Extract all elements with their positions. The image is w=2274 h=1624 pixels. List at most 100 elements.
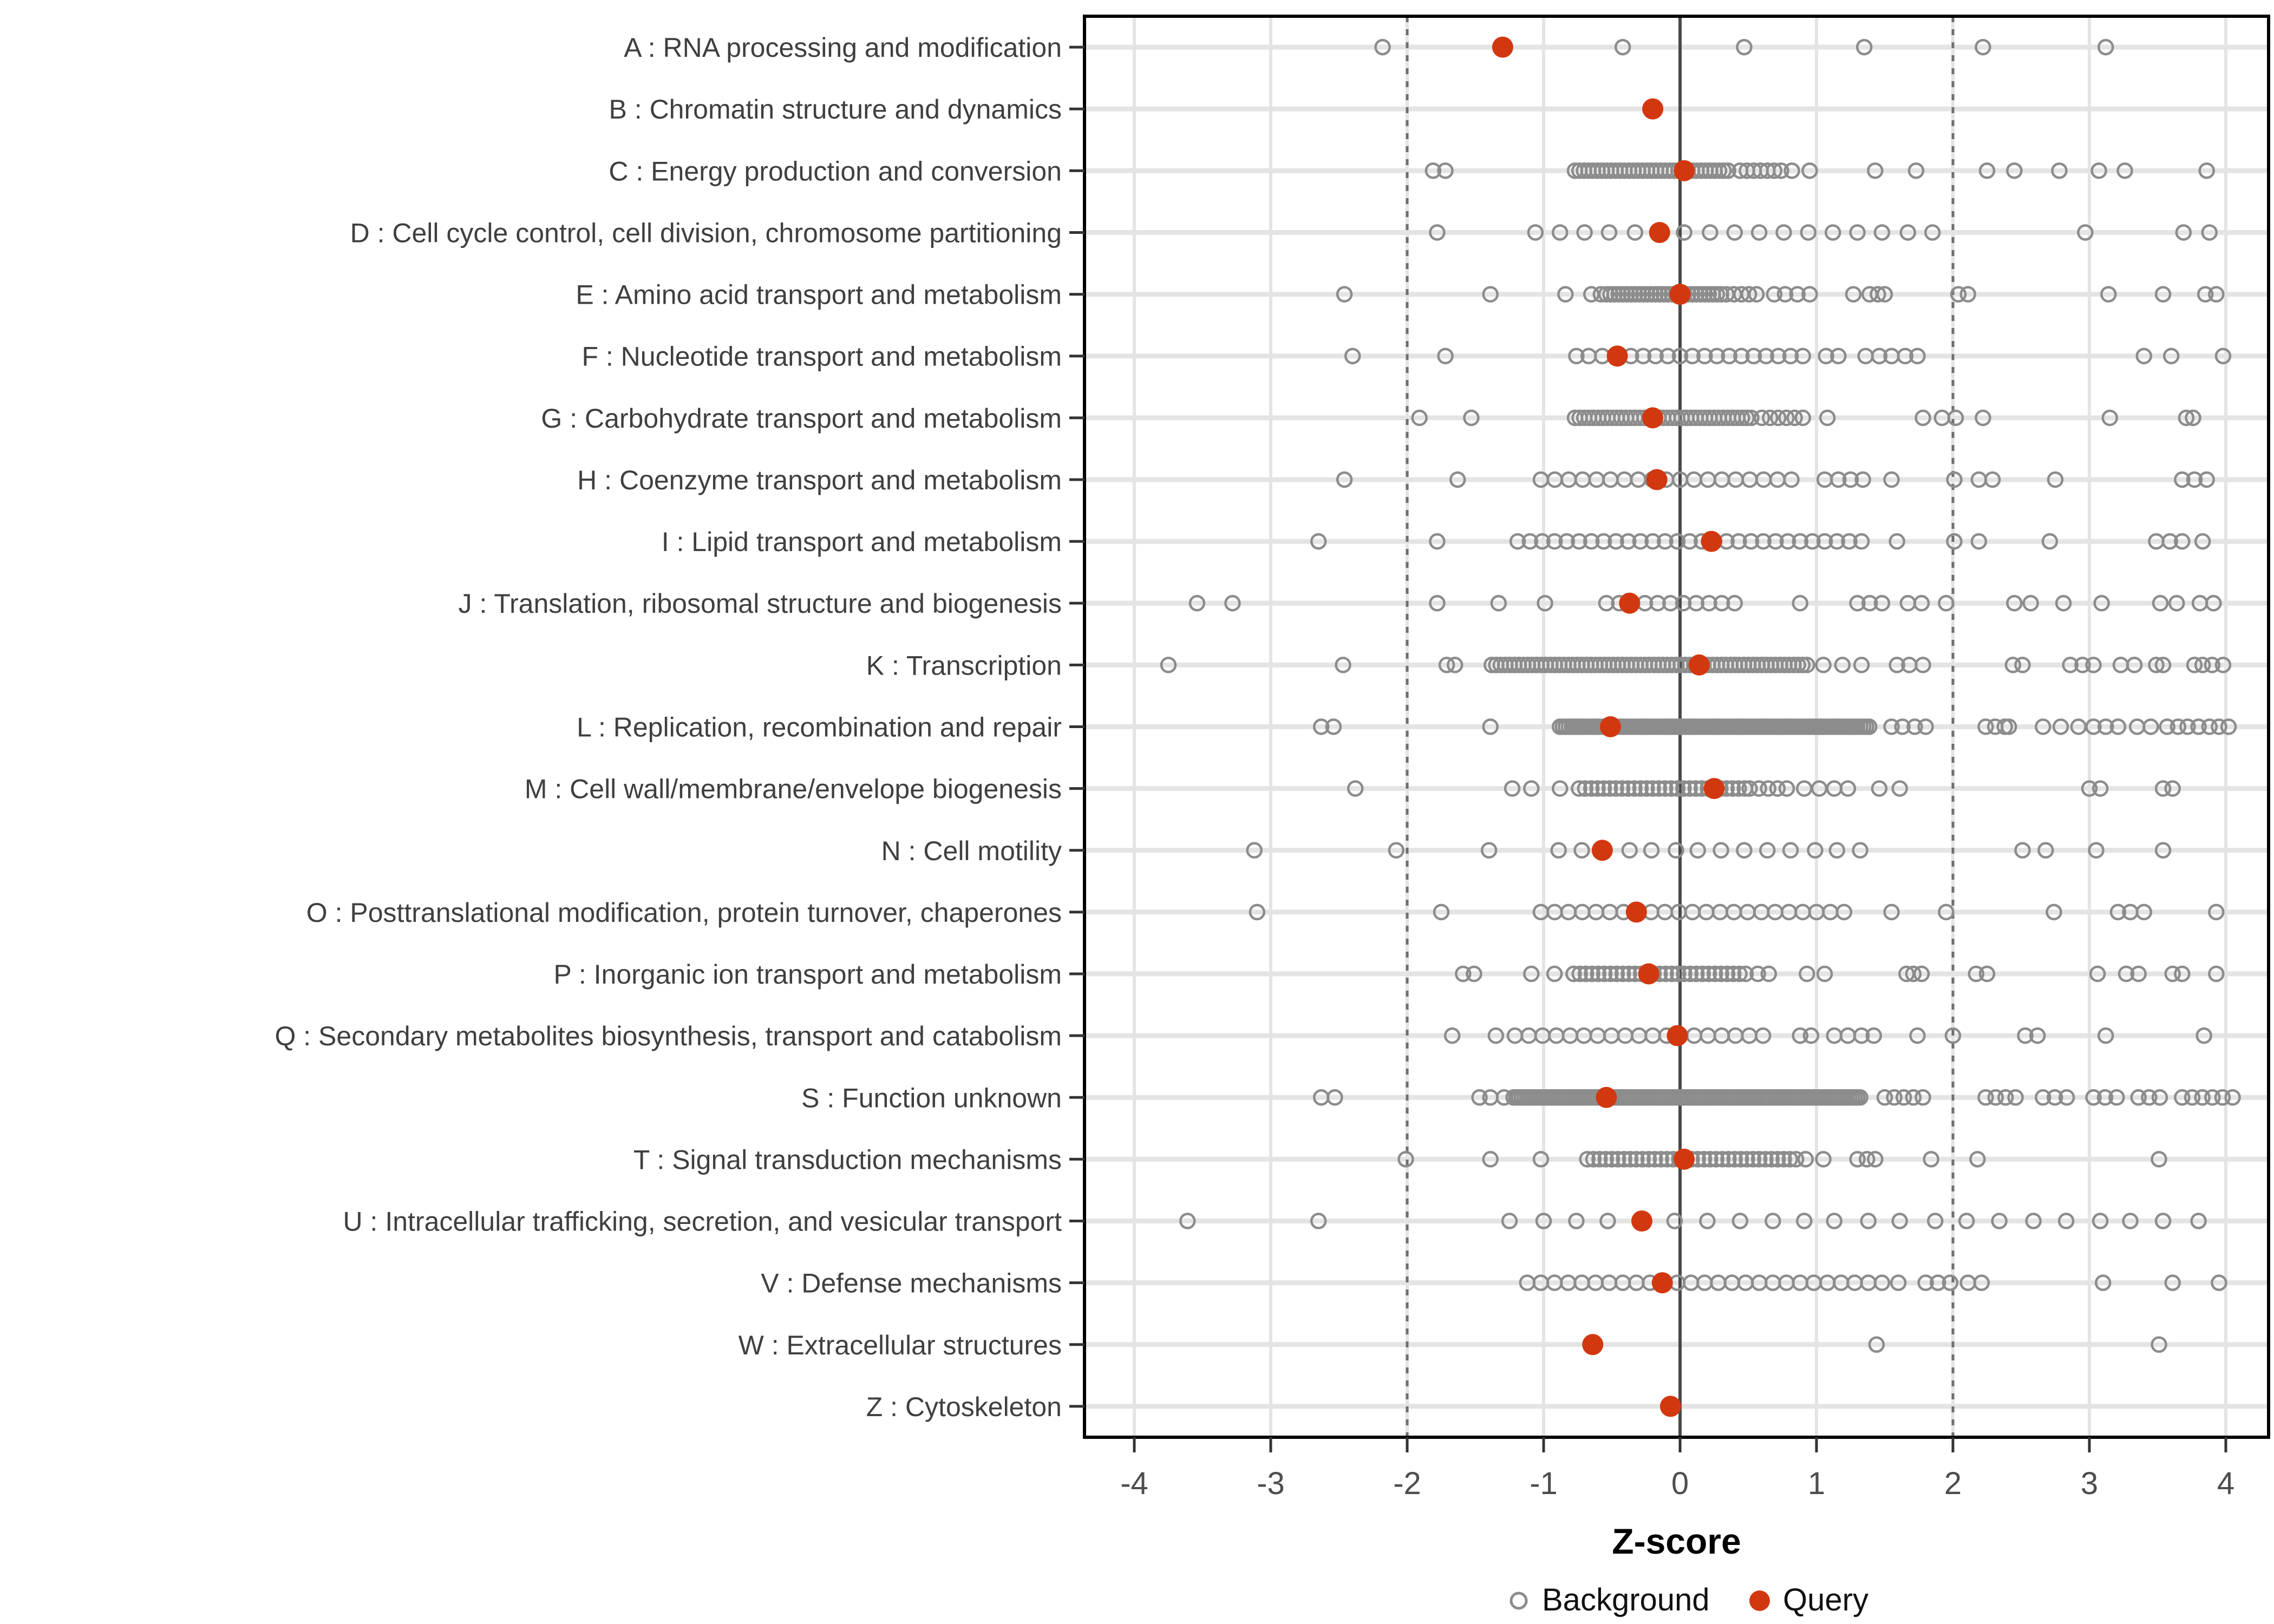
background-point: [2051, 162, 2068, 179]
background-point: [1871, 348, 1888, 364]
background-point: [1767, 533, 1784, 550]
background-point: [1312, 718, 1330, 735]
background-point: [1638, 780, 1655, 797]
background-point: [1568, 348, 1585, 364]
background-point: [2108, 1089, 2125, 1106]
background-point: [1600, 224, 1618, 241]
background-point: [1861, 594, 1878, 612]
background-point: [2097, 38, 2114, 56]
background-point: [1429, 594, 1446, 612]
background-point: [2135, 348, 2153, 364]
background-point: [1521, 533, 1539, 550]
background-point: [1482, 718, 1499, 735]
background-point: [1799, 965, 1815, 983]
background-point: [1744, 1151, 1762, 1168]
background-point: [1905, 1089, 1922, 1106]
category-label: C : Energy production and conversion: [609, 156, 1062, 186]
background-point: [1614, 38, 1631, 56]
background-point: [1905, 965, 1922, 983]
category-label: F : Nucleotide transport and metabolism: [581, 342, 1062, 372]
background-point: [1741, 286, 1757, 303]
background-point: [2085, 1089, 2102, 1106]
background-point: [2126, 657, 2143, 673]
background-point: [1616, 1151, 1632, 1168]
background-point: [1973, 1274, 1990, 1291]
background-point: [1635, 348, 1652, 364]
background-point: [1614, 965, 1631, 983]
background-point: [1876, 286, 1893, 303]
background-point: [1374, 38, 1391, 56]
query-point: [1638, 963, 1659, 985]
background-point: [1647, 348, 1664, 364]
background-point: [2214, 1089, 2231, 1106]
x-tick-label: -4: [1120, 1466, 1148, 1501]
background-point: [2046, 1089, 2063, 1106]
background-point: [1310, 533, 1327, 550]
category-label: T : Signal transduction mechanisms: [633, 1144, 1062, 1175]
background-point: [1490, 594, 1507, 612]
background-point: [1249, 903, 1266, 921]
background-point: [1720, 162, 1736, 179]
background-point: [1914, 409, 1931, 427]
background-point: [1889, 657, 1905, 673]
x-tick-label: -3: [1257, 1466, 1285, 1501]
background-point: [1532, 1151, 1550, 1168]
background-point: [1917, 1274, 1934, 1291]
background-point: [1718, 965, 1736, 983]
background-point: [1894, 718, 1911, 735]
query-point: [1606, 345, 1628, 367]
background-point: [1666, 1213, 1683, 1229]
background-point: [1603, 1151, 1620, 1168]
background-point: [1891, 780, 1908, 797]
background-point: [1765, 1213, 1781, 1229]
background-point: [1828, 533, 1846, 550]
background-point: [1650, 780, 1668, 797]
background-point: [1913, 594, 1930, 612]
background-point: [1546, 965, 1563, 983]
background-point: [2001, 718, 2017, 735]
background-point: [1907, 162, 1925, 179]
background-point: [2017, 1027, 2034, 1044]
category-label: W : Extracellular structures: [739, 1330, 1062, 1360]
query-point: [1631, 1210, 1652, 1232]
background-point: [1950, 286, 1967, 303]
background-point: [1487, 1027, 1505, 1044]
background-point: [1897, 348, 1914, 364]
background-point: [1743, 409, 1760, 427]
background-point: [1819, 409, 1836, 427]
background-point: [1775, 1151, 1792, 1168]
background-point: [1504, 780, 1521, 797]
background-point: [2089, 965, 2106, 983]
background-point: [1577, 965, 1595, 983]
background-point: [1997, 1089, 2014, 1106]
background-point: [2006, 162, 2023, 179]
background-point: [1794, 657, 1811, 673]
background-point: [1938, 903, 1955, 921]
background-point: [2092, 1213, 2109, 1229]
background-point: [2085, 657, 2102, 673]
background-point: [1696, 348, 1713, 364]
query-point: [1674, 160, 1695, 181]
background-point: [1830, 348, 1847, 364]
legend: Background Query: [1510, 1582, 1868, 1618]
background-point: [1906, 718, 1923, 735]
background-point: [1783, 471, 1800, 488]
background-point: [1924, 224, 1941, 241]
background-point: [1669, 780, 1686, 797]
background-point: [1946, 471, 1963, 488]
background-point: [1968, 965, 1985, 983]
background-point: [2194, 657, 2211, 673]
background-point: [2161, 533, 2178, 550]
background-point: [2151, 1336, 2167, 1353]
background-point: [1796, 1213, 1813, 1229]
background-point: [2006, 594, 2023, 612]
background-point: [2130, 965, 2147, 983]
x-tick-label: 1: [1808, 1466, 1825, 1501]
background-point: [1792, 594, 1809, 612]
background-point: [1737, 965, 1754, 983]
background-point: [1652, 1151, 1669, 1168]
background-point: [1675, 780, 1692, 797]
background-point: [2035, 1089, 2051, 1106]
background-point: [1455, 965, 1472, 983]
legend-query-label: Query: [1783, 1582, 1868, 1618]
